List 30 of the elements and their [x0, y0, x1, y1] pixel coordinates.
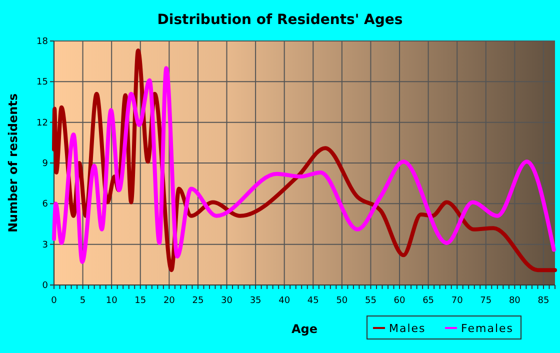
y-tick-label: 3	[42, 240, 48, 250]
legend-label: Males	[389, 322, 426, 335]
y-tick-label: 0	[42, 281, 48, 291]
x-tick-label: 40	[278, 296, 290, 306]
x-tick-label: 60	[394, 296, 406, 306]
y-tick-label: 15	[36, 78, 48, 88]
x-tick-label: 50	[336, 296, 348, 306]
x-tick-label: 10	[106, 296, 118, 306]
y-tick-label: 18	[36, 37, 48, 47]
y-axis-title: Number of residents	[6, 93, 20, 233]
x-tick-label: 75	[480, 296, 492, 306]
x-tick-label: 65	[422, 296, 434, 306]
y-tick-label: 6	[42, 200, 48, 210]
x-tick-label: 25	[192, 296, 204, 306]
x-tick-label: 5	[80, 296, 86, 306]
x-tick-label: 20	[163, 296, 176, 306]
x-tick-label: 70	[451, 296, 464, 306]
legend-label: Females	[461, 322, 514, 335]
y-tick-label: 12	[36, 118, 48, 128]
x-tick-label: 15	[134, 296, 146, 306]
x-tick-label: 45	[307, 296, 319, 306]
x-tick-label: 35	[250, 296, 262, 306]
x-tick-label: 55	[365, 296, 376, 306]
chart-title: Distribution of Residents' Ages	[157, 12, 403, 28]
x-tick-label: 0	[51, 296, 58, 306]
y-tick-label: 9	[42, 159, 48, 169]
x-axis-title: Age	[291, 322, 318, 336]
x-tick-label: 30	[221, 296, 233, 306]
x-tick-label: 80	[508, 296, 521, 306]
x-tick-label: 85	[538, 296, 550, 306]
